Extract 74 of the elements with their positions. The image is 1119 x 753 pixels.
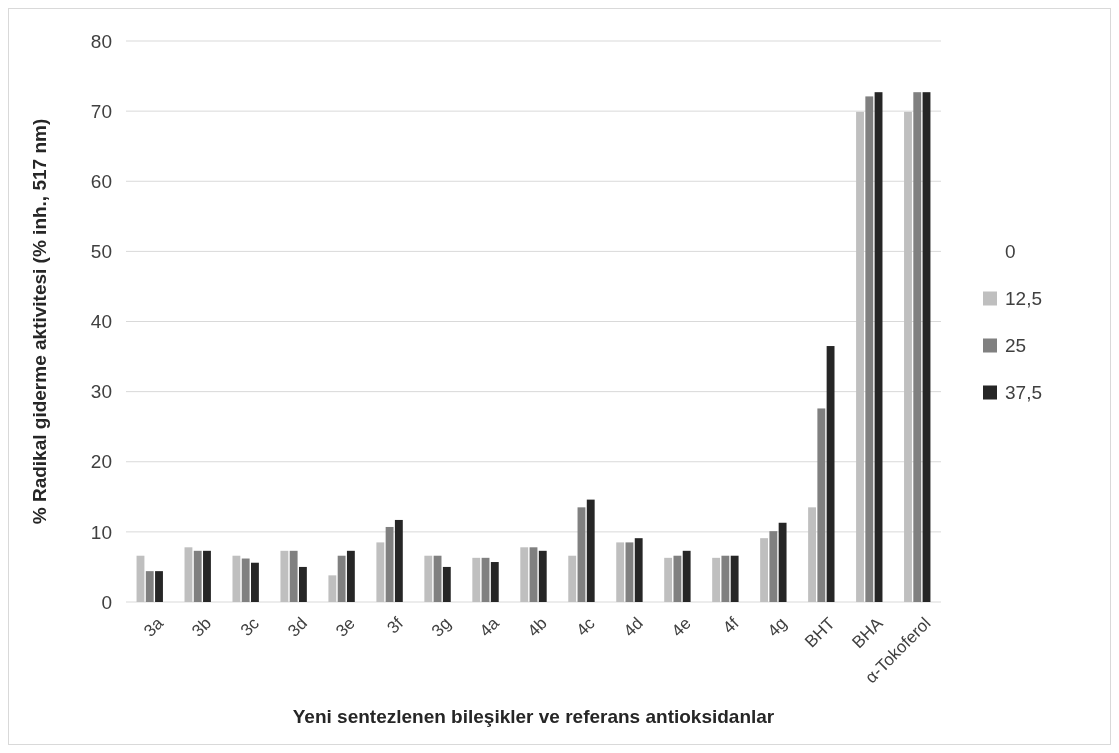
- bar: [682, 550, 691, 602]
- bar: [634, 538, 643, 602]
- bar: [808, 507, 816, 602]
- y-tick-label: 80: [90, 30, 112, 52]
- bar: [232, 555, 241, 602]
- bar: [472, 557, 481, 602]
- x-tick-label: 3c: [236, 613, 264, 640]
- bar: [184, 547, 193, 602]
- bar: [346, 550, 355, 602]
- bar: [538, 550, 547, 602]
- bar: [673, 555, 682, 602]
- y-tick-label: 0: [101, 591, 112, 613]
- bar: [289, 550, 298, 602]
- bar: [155, 571, 163, 602]
- bar: [251, 562, 259, 602]
- bar: [865, 96, 874, 602]
- legend-label: 37,5: [1005, 382, 1042, 404]
- legend-label: 12,5: [1005, 288, 1042, 310]
- bar: [337, 555, 346, 602]
- bar: [616, 542, 625, 602]
- bar: [904, 111, 912, 602]
- bar: [625, 542, 634, 602]
- x-tick-label: 4b: [523, 613, 551, 641]
- bar: [490, 562, 499, 602]
- bar: [376, 542, 385, 602]
- bar: [856, 111, 864, 602]
- bar: [586, 499, 595, 602]
- bar: [145, 571, 154, 602]
- x-tick-label: 4d: [619, 613, 647, 641]
- y-tick-label: 50: [90, 241, 112, 263]
- bar: [394, 519, 403, 602]
- bar: [568, 555, 577, 602]
- y-tick-label: 60: [90, 170, 112, 192]
- x-tick-label: 4c: [572, 613, 600, 640]
- bar: [712, 557, 721, 602]
- x-tick-label: 4a: [475, 613, 504, 641]
- x-tick-label: 3b: [188, 613, 215, 641]
- x-tick-label: 4g: [763, 613, 791, 641]
- x-tick-label: 3d: [284, 613, 311, 641]
- bar: [664, 557, 673, 602]
- bar: [328, 575, 337, 602]
- bar: [424, 555, 433, 602]
- bar: [280, 550, 289, 602]
- y-axis-title: % Radikal giderme aktivitesi (% inh., 517 nm): [29, 118, 50, 525]
- bar: [298, 566, 307, 602]
- x-axis-title: Yeni sentezlenen bileşikler ve referans antioksidanlar: [292, 706, 775, 727]
- bar: [442, 566, 451, 602]
- legend-label: 25: [1005, 335, 1027, 357]
- y-tick-label: 30: [90, 381, 112, 403]
- bar: [385, 526, 394, 602]
- bar: [730, 555, 739, 602]
- bar: [817, 408, 826, 602]
- legend-title: 0: [1005, 241, 1016, 263]
- bar: [203, 550, 211, 602]
- bar: [520, 547, 529, 602]
- x-tick-label: 3g: [427, 613, 455, 641]
- x-tick-label: 4f: [719, 613, 743, 638]
- y-tick-label: 10: [90, 521, 112, 543]
- bar: [826, 346, 835, 602]
- bar: [778, 522, 787, 602]
- bar: [529, 547, 538, 602]
- y-tick-label: 70: [90, 100, 112, 122]
- bar: [913, 92, 922, 602]
- x-tick-label: 3a: [140, 613, 168, 641]
- y-tick-label: 40: [90, 311, 112, 333]
- x-tick-label: 3f: [383, 613, 408, 638]
- bar: [241, 558, 250, 602]
- y-tick-label: 20: [90, 451, 112, 473]
- bar: [760, 538, 769, 602]
- bar: [769, 531, 778, 602]
- x-tick-label: 4e: [667, 613, 695, 641]
- bar: [721, 555, 730, 602]
- x-tick-label: 3e: [332, 613, 359, 641]
- bar: [193, 550, 202, 602]
